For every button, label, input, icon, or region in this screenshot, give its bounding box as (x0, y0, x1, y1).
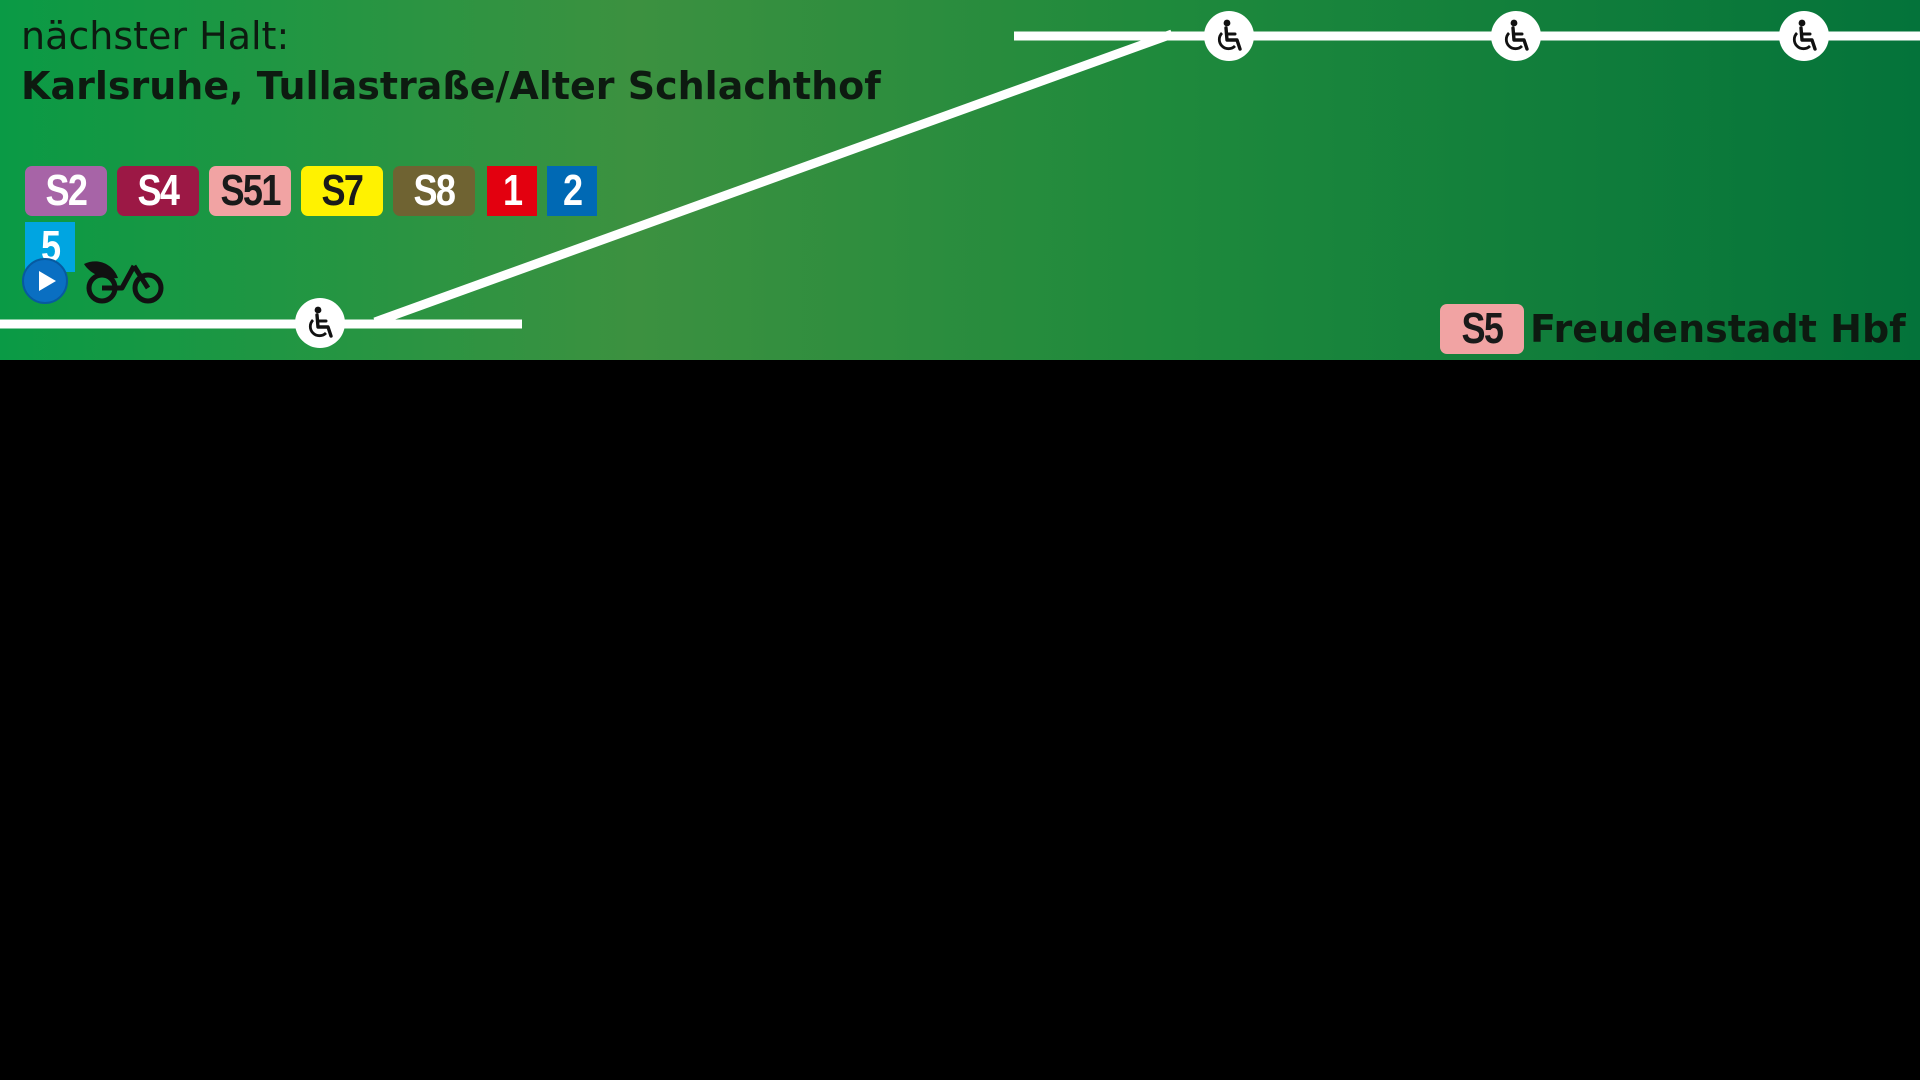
route-stop-2 (1491, 11, 1541, 61)
passenger-info-banner: nächster Halt: Karlsruhe, Tullastraße/Al… (0, 0, 1920, 360)
connection-badge-tram-1: 1 (487, 166, 537, 216)
route-stop-current (295, 298, 345, 348)
route-line (0, 29, 1920, 329)
connection-badge-s4: S4 (117, 166, 199, 216)
wheelchair-icon (1792, 19, 1817, 51)
route-stop-1 (1204, 11, 1254, 61)
wheelchair-icon (1217, 19, 1242, 51)
destination: S5 Freudenstadt Hbf (1440, 304, 1906, 354)
play-button-icon (22, 258, 68, 304)
bike-sharing-icon (84, 261, 164, 304)
connection-badge-s7: S7 (301, 166, 383, 216)
destination-name: Freudenstadt Hbf (1530, 307, 1906, 351)
connection-badges: S2 S4 S51 S7 S8 1 2 5 (25, 166, 625, 276)
route-diagram (0, 11, 1920, 348)
empty-display-area (0, 360, 1920, 1080)
wheelchair-icon (1504, 19, 1529, 51)
destination-line-badge: S5 (1440, 304, 1524, 354)
wheelchair-icon (308, 306, 333, 338)
connection-badge-s8: S8 (393, 166, 475, 216)
next-stop-name: Karlsruhe, Tullastraße/Alter Schlachthof (21, 64, 881, 108)
connection-badge-s2: S2 (25, 166, 107, 216)
next-stop-label: nächster Halt: (21, 14, 290, 58)
connection-badge-tram-2: 2 (547, 166, 597, 216)
route-stop-3 (1779, 11, 1829, 61)
connection-badge-s51: S51 (209, 166, 291, 216)
